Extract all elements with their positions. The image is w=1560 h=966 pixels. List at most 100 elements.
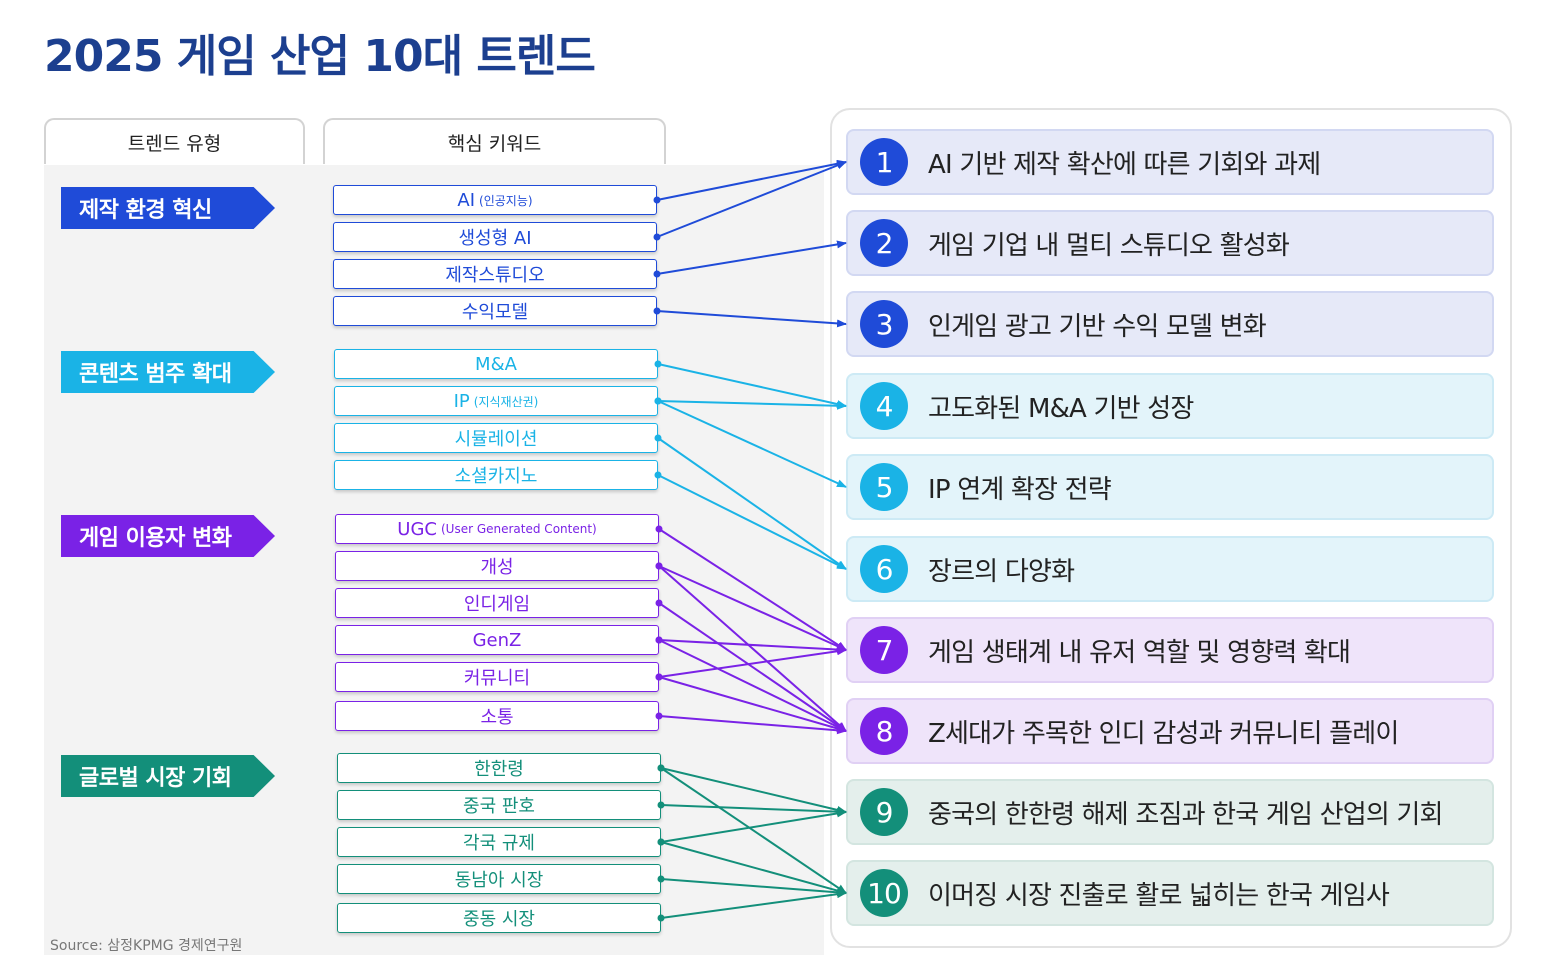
keyword-label: 소셜카지노	[454, 466, 538, 487]
trend-item-6: 6 장르의 다양화	[846, 536, 1494, 602]
keyword-label: 각국 규제	[463, 833, 535, 854]
connector-dot	[653, 196, 661, 204]
trend-item-8: 8 Z세대가 주목한 인디 감성과 커뮤니티 플레이	[846, 698, 1494, 764]
keyword-label: 중동 시장	[463, 909, 535, 930]
connector-line	[657, 474, 847, 570]
keyword-box: 개성	[335, 551, 659, 581]
connector-line	[660, 804, 847, 816]
keyword-label: 수익모델	[461, 302, 529, 323]
connector-line	[656, 159, 847, 201]
trend-text: 게임 기업 내 멀티 스튜디오 활성화	[928, 230, 1290, 261]
connector-dot	[655, 562, 663, 570]
keyword-box: IP (지식재산권)	[334, 386, 658, 416]
keyword-box: 생성형 AI	[333, 222, 657, 252]
keyword-box: M&A	[334, 349, 658, 379]
category-1: 제작 환경 혁신	[61, 187, 275, 229]
trend-number-badge: 4	[860, 382, 908, 430]
keyword-label: 시뮬레이션	[454, 429, 538, 450]
keyword-label: GenZ	[472, 629, 522, 651]
keyword-sublabel: (지식재산권)	[473, 394, 539, 409]
trend-item-10: 10 이머징 시장 진출로 활로 넓히는 한국 게임사	[846, 860, 1494, 926]
keyword-label: 개성	[480, 557, 514, 578]
trend-text: AI 기반 제작 확산에 따른 기회와 과제	[928, 149, 1321, 180]
keyword-box: UGC (User Generated Content)	[335, 514, 659, 544]
connector-line	[657, 400, 847, 410]
keyword-box: AI (인공지능)	[333, 185, 657, 215]
connector-line	[658, 528, 847, 651]
header-trend-type: 트렌드 유형	[44, 118, 305, 164]
connector-line	[658, 639, 847, 732]
trend-text: 인게임 광고 기반 수익 모델 변화	[928, 311, 1267, 342]
keyword-box: 커뮤니티	[335, 662, 659, 692]
connector-dot	[655, 636, 663, 644]
trend-text: IP 연계 확장 전략	[928, 474, 1112, 505]
connector-line	[658, 715, 847, 735]
keyword-label: UGC	[397, 518, 437, 540]
connector-dot	[654, 397, 662, 405]
trend-item-5: 5 IP 연계 확장 전략	[846, 454, 1494, 520]
connector-line	[657, 437, 847, 570]
keyword-box: 중국 판호	[337, 790, 661, 820]
connector-dot	[655, 712, 663, 720]
keyword-label: 인디게임	[463, 594, 531, 615]
connector-dot	[653, 307, 661, 315]
trend-text: 중국의 한한령 해제 조짐과 한국 게임 산업의 기회	[928, 799, 1443, 830]
keyword-box: 각국 규제	[337, 827, 661, 857]
source-note: Source: 삼정KPMG 경제연구원	[50, 938, 243, 954]
trend-text: Z세대가 주목한 인디 감성과 커뮤니티 플레이	[928, 718, 1399, 749]
connector-dot	[657, 764, 665, 772]
connector-dot	[654, 434, 662, 442]
connector-dot	[653, 270, 661, 278]
header-keyword: 핵심 키워드	[323, 118, 666, 164]
trend-item-9: 9 중국의 한한령 해제 조짐과 한국 게임 산업의 기회	[846, 779, 1494, 845]
keyword-label: 생성형 AI	[458, 228, 532, 249]
connector-line	[660, 767, 847, 894]
connector-dot	[654, 360, 662, 368]
keyword-label: M&A	[475, 353, 517, 375]
keyword-label: 중국 판호	[463, 796, 535, 817]
keyword-box: 동남아 시장	[337, 864, 661, 894]
trend-number-badge: 7	[860, 626, 908, 674]
trend-number-badge: 8	[860, 707, 908, 755]
keyword-box: 제작스튜디오	[333, 259, 657, 289]
trend-text: 이머징 시장 진출로 활로 넓히는 한국 게임사	[928, 880, 1390, 911]
connector-line	[660, 809, 847, 843]
category-3: 게임 이용자 변화	[61, 515, 275, 557]
connector-line	[656, 310, 847, 328]
connector-line	[660, 767, 847, 814]
keyword-label: 커뮤니티	[463, 668, 531, 689]
category-2: 콘텐츠 범주 확대	[61, 351, 275, 393]
keyword-box: 중동 시장	[337, 903, 661, 933]
keyword-sublabel: (User Generated Content)	[440, 522, 597, 536]
keyword-box: 한한령	[337, 753, 661, 783]
trend-item-7: 7 게임 생태계 내 유저 역할 및 영향력 확대	[846, 617, 1494, 683]
trend-item-1: 1 AI 기반 제작 확산에 따른 기회와 과제	[846, 129, 1494, 195]
trend-item-3: 3 인게임 광고 기반 수익 모델 변화	[846, 291, 1494, 357]
connector-dot	[655, 599, 663, 607]
keyword-label: 동남아 시장	[454, 870, 544, 891]
connector-dot	[655, 525, 663, 533]
connector-line	[660, 890, 847, 919]
connector-dot	[655, 673, 663, 681]
trend-number-badge: 9	[860, 788, 908, 836]
connector-line	[656, 161, 847, 238]
connector-dot	[654, 471, 662, 479]
connector-line	[660, 841, 847, 895]
connector-line	[660, 878, 847, 897]
trend-item-4: 4 고도화된 M&A 기반 성장	[846, 373, 1494, 439]
connector-line	[658, 647, 847, 678]
connector-line	[658, 565, 847, 651]
trend-number-badge: 2	[860, 219, 908, 267]
connector-line	[657, 400, 847, 488]
connector-line	[657, 363, 847, 408]
keyword-label: IP	[453, 390, 470, 412]
keyword-label: 제작스튜디오	[445, 265, 545, 286]
connector-dot	[657, 875, 665, 883]
trend-item-2: 2 게임 기업 내 멀티 스튜디오 활성화	[846, 210, 1494, 276]
category-4: 글로벌 시장 기회	[61, 755, 275, 797]
keyword-box: 소통	[335, 701, 659, 731]
keyword-box: GenZ	[335, 625, 659, 655]
connector-dot	[657, 838, 665, 846]
trend-number-badge: 6	[860, 545, 908, 593]
